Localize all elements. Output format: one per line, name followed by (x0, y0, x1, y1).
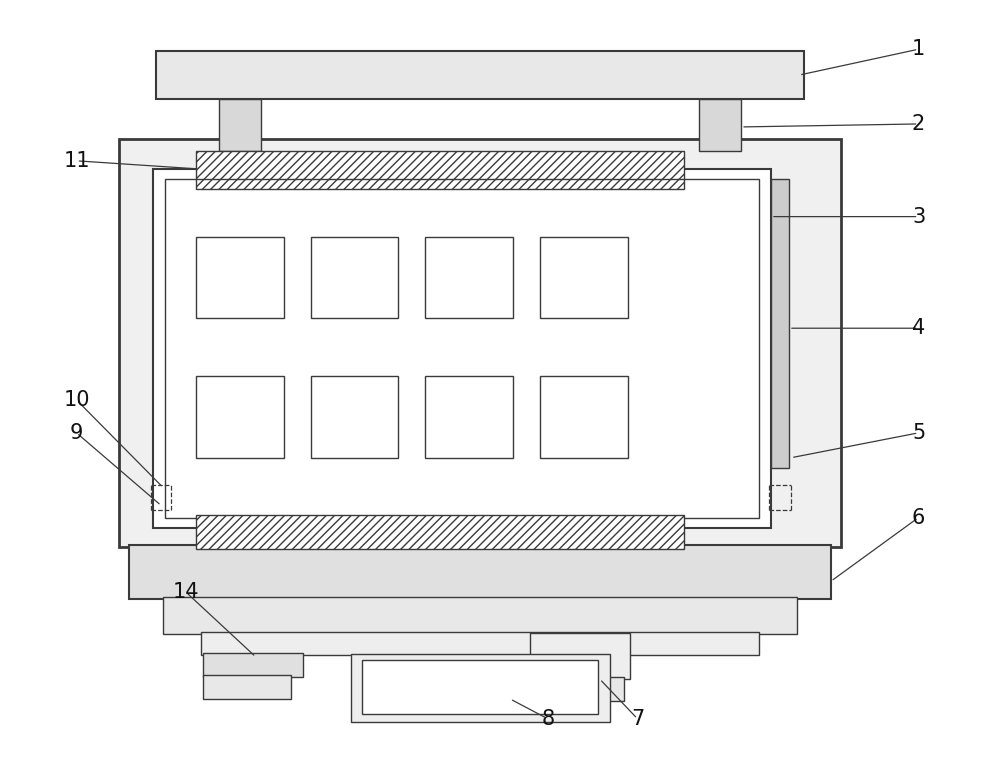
Bar (196, 237, 284, 318)
Bar (771, 179, 789, 468)
Text: 3: 3 (912, 207, 925, 226)
Bar (203, 675, 291, 699)
Text: 9: 9 (70, 422, 83, 443)
Bar (540, 237, 628, 318)
Bar (425, 237, 513, 318)
Text: 5: 5 (912, 422, 925, 443)
Bar (201, 633, 759, 655)
Bar (119, 139, 841, 548)
Bar (540, 376, 628, 457)
Bar (196, 151, 684, 189)
Text: 10: 10 (63, 390, 90, 410)
Text: 8: 8 (541, 709, 554, 729)
Text: 14: 14 (173, 582, 199, 602)
Text: 1: 1 (912, 39, 925, 59)
Bar (538, 677, 624, 701)
Bar (311, 237, 398, 318)
Text: 7: 7 (631, 709, 644, 729)
Bar (362, 660, 598, 714)
Bar (530, 633, 630, 679)
Bar (311, 376, 398, 457)
Bar (699, 99, 741, 151)
Bar (219, 99, 261, 151)
Text: 6: 6 (912, 507, 925, 527)
Bar (196, 514, 684, 549)
Bar (153, 169, 771, 527)
Bar (129, 545, 831, 599)
Text: 11: 11 (63, 151, 90, 171)
Text: 2: 2 (912, 114, 925, 134)
Bar (351, 654, 610, 722)
Bar (196, 376, 284, 457)
Text: 4: 4 (912, 318, 925, 338)
Bar (425, 376, 513, 457)
Bar (203, 653, 303, 677)
Bar (163, 598, 797, 634)
Bar (165, 179, 759, 517)
Bar (156, 51, 804, 99)
